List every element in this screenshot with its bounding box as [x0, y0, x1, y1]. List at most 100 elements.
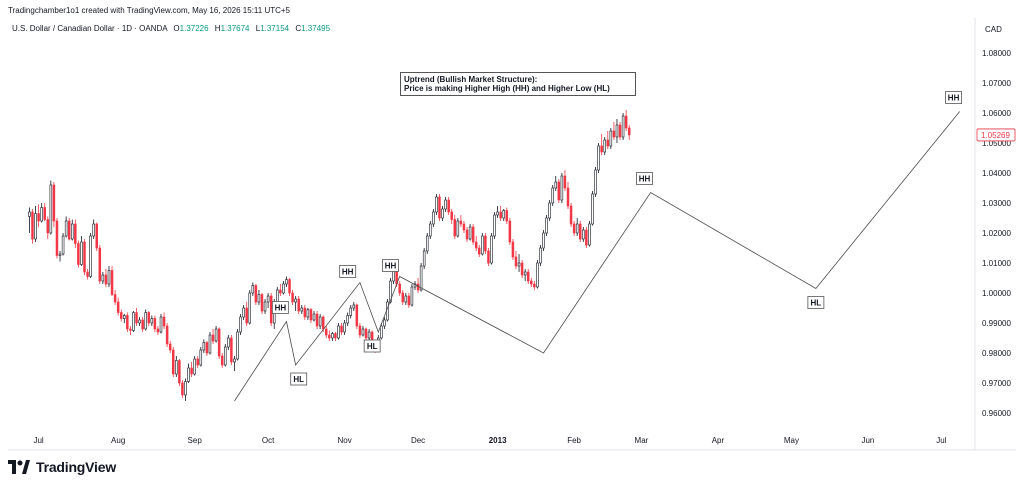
candle-body — [530, 280, 533, 285]
candle-body — [380, 325, 383, 339]
swing-label-hl[interactable]: HL — [290, 372, 308, 386]
candle-body — [554, 181, 558, 189]
candle-body — [533, 283, 536, 288]
candle-body — [490, 235, 493, 264]
annotation-line-1: Uptrend (Bullish Market Structure): — [404, 75, 538, 84]
candle-body — [153, 318, 157, 330]
ohlc-high-key: H — [214, 24, 221, 33]
candle-body — [557, 181, 561, 201]
candle-body — [588, 223, 591, 246]
candle-body — [126, 315, 129, 330]
candle-body — [471, 226, 475, 243]
swing-label-box — [945, 91, 962, 104]
swing-label-hh[interactable]: HH — [382, 259, 399, 272]
candle-body — [150, 318, 154, 324]
candle-body — [325, 328, 328, 336]
candle-body — [119, 312, 123, 319]
candle-body — [410, 286, 414, 306]
swing-label-hh[interactable]: HH — [271, 301, 289, 314]
x-tick-label: Jun — [861, 436, 874, 445]
swing-label-hh[interactable]: HH — [945, 91, 962, 104]
swing-label-hh[interactable]: HH — [339, 265, 357, 278]
x-tick-label: Mar — [635, 436, 649, 445]
candle-body — [178, 360, 181, 384]
candle-body — [257, 294, 261, 303]
x-tick-label: May — [784, 436, 799, 445]
candle-body — [422, 250, 426, 267]
candle-body — [202, 342, 206, 351]
candle-body — [627, 127, 631, 136]
swing-label-hl[interactable]: HL — [807, 296, 825, 309]
candle-body — [144, 312, 147, 330]
candle-body — [508, 220, 512, 243]
candle-body — [224, 346, 227, 366]
candle-body — [297, 298, 300, 312]
candle-body — [156, 328, 160, 333]
y-tick-label: 1.05000 — [982, 139, 1011, 148]
candle-body — [566, 187, 570, 207]
candle-body — [609, 130, 613, 147]
candle-body — [419, 265, 423, 291]
candle-body — [321, 316, 325, 330]
y-tick-label: 1.00000 — [982, 289, 1011, 298]
candle-body — [404, 295, 408, 303]
swing-label-text: HH — [639, 175, 651, 184]
candle-body — [465, 229, 469, 240]
candle-body — [248, 292, 251, 324]
candle-body — [230, 337, 233, 363]
candle-body — [168, 343, 172, 351]
market-structure-line — [234, 111, 961, 402]
candle-body — [220, 355, 224, 366]
candle-body — [474, 241, 478, 249]
last-price-label: 1.05269 — [981, 131, 1010, 140]
candle-body — [67, 220, 71, 240]
candle-body — [46, 219, 50, 234]
candle-body — [487, 250, 490, 264]
swing-label-box — [807, 296, 825, 309]
candle-body — [337, 325, 340, 339]
swing-label-hh[interactable]: HH — [636, 172, 653, 185]
y-tick-label: 1.03000 — [982, 199, 1011, 208]
candle-body — [58, 253, 62, 256]
candle-body — [86, 271, 89, 277]
candle-body — [340, 325, 343, 333]
candle-body — [28, 211, 31, 217]
symbol-legend: U.S. Dollar / Canadian Dollar · 1D · OAN… — [12, 24, 330, 33]
candle-body — [31, 211, 34, 240]
candle-body — [175, 360, 178, 375]
candle-body — [236, 331, 239, 360]
candle-body — [110, 270, 114, 295]
candle-body — [526, 271, 530, 282]
swing-label-box — [339, 265, 357, 278]
candle-body — [551, 187, 554, 204]
x-tick-label: Dec — [411, 436, 425, 445]
candle-body — [545, 217, 548, 234]
candle-body — [352, 304, 356, 309]
candle-body — [300, 307, 304, 312]
candle-body — [165, 325, 169, 345]
x-tick-label: Oct — [262, 436, 275, 445]
swing-label-text: HH — [385, 262, 397, 271]
candle-body — [401, 292, 405, 303]
swing-label-hl[interactable]: HL — [363, 339, 381, 353]
candle-body — [159, 316, 163, 333]
candle-body — [429, 223, 432, 237]
candle-body — [98, 247, 102, 282]
candle-body — [621, 115, 625, 138]
swing-label-box — [290, 372, 308, 386]
annotation-box[interactable]: Uptrend (Bullish Market Structure): Pric… — [400, 72, 636, 96]
y-tick-label: 0.99000 — [982, 319, 1011, 328]
candle-body — [398, 283, 401, 294]
currency-label[interactable]: CAD — [985, 25, 1002, 34]
candle-body — [560, 175, 564, 201]
candle-body — [591, 193, 594, 225]
tradingview-logo[interactable]: TradingView — [8, 459, 116, 475]
candle-body — [615, 124, 619, 138]
candle-body — [358, 325, 362, 336]
candle-body — [138, 319, 141, 324]
candle-body — [315, 313, 319, 327]
candle-body — [269, 295, 273, 324]
candle-body — [456, 220, 460, 237]
candle-body — [282, 283, 285, 294]
